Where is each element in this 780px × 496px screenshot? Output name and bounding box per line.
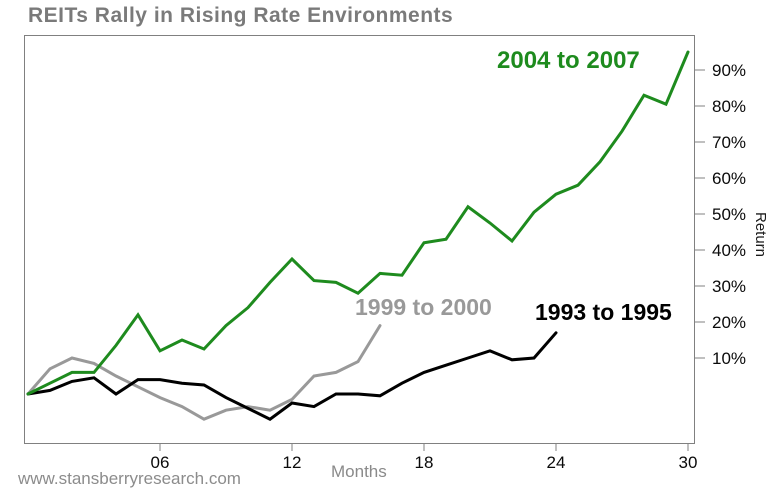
y-axis-tick-label: 70%: [712, 133, 746, 152]
y-axis-tick-label: 10%: [712, 349, 746, 368]
series-line-1993-to-1995: [26, 331, 558, 421]
axis-ticks: 06 12 18 24 30 10% 20% 30% 40% 50% 60% 70% 80% 90%: [151, 61, 746, 472]
series-label-1999-to-2000: 1999 to 2000: [355, 294, 492, 320]
x-axis-tick-label: 06: [151, 453, 170, 472]
series-line-1999-to-2000: [26, 324, 382, 421]
plot-border: [24, 35, 695, 444]
series-label-1993-to-1995: 1993 to 1995: [535, 299, 672, 325]
series-label-2004-to-2007: 2004 to 2007: [497, 47, 640, 74]
watermark-url: www.stansberryresearch.com: [18, 469, 241, 488]
y-axis-tick-label: 50%: [712, 205, 746, 224]
y-axis-tick-label: 30%: [712, 277, 746, 296]
page-title: REITs Rally in Rising Rate Environments: [28, 4, 454, 27]
x-axis-title: Months: [331, 462, 387, 481]
x-axis-tick-label: 18: [415, 453, 434, 472]
y-axis-tick-label: 40%: [712, 241, 746, 260]
x-axis-tick-label: 24: [547, 453, 566, 472]
y-axis-tick-label: 80%: [712, 97, 746, 116]
y-axis-title: Return: [752, 212, 769, 258]
series-lines: [26, 50, 690, 421]
x-axis-tick-label: 30: [679, 453, 698, 472]
y-axis-tick-label: 20%: [712, 313, 746, 332]
y-axis-tick-label: 90%: [712, 61, 746, 80]
y-axis-tick-label: 60%: [712, 169, 746, 188]
x-axis-tick-label: 12: [283, 453, 302, 472]
series-line-2004-to-2007: [26, 50, 690, 396]
